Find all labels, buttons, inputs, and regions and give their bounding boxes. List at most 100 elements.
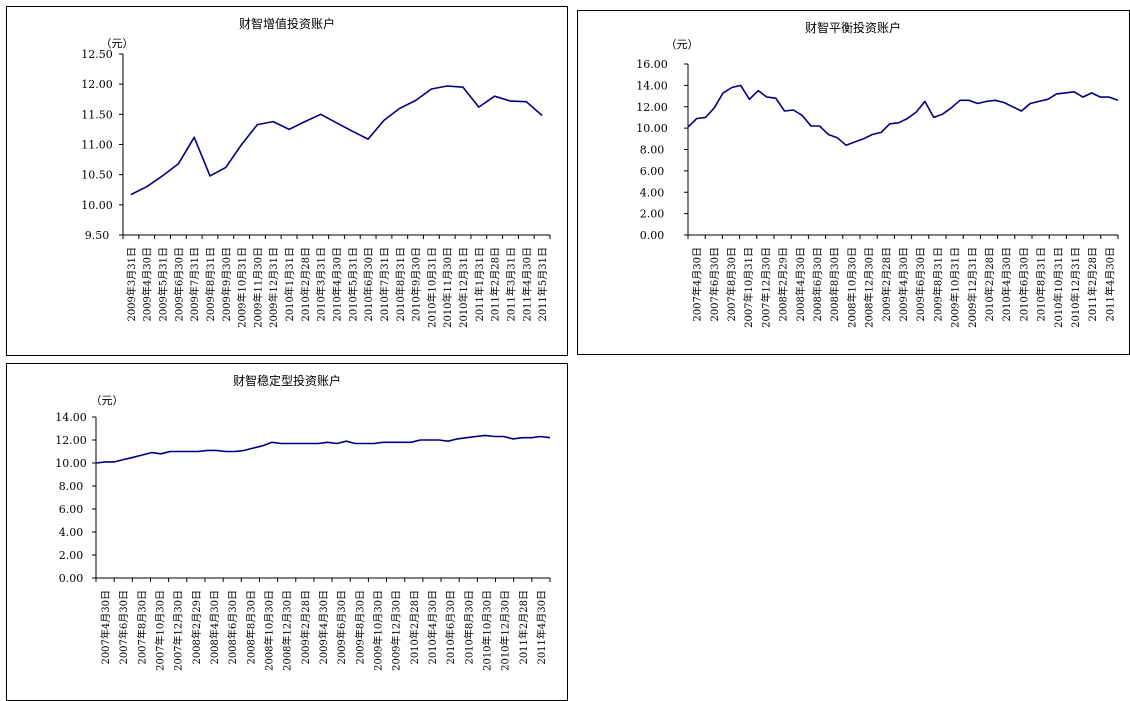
- x-tick-label: 2010年12月31日: [457, 247, 470, 328]
- x-tick-label: 2008年4月30日: [794, 247, 807, 322]
- x-tick-label: 2008年10月30日: [263, 590, 276, 671]
- unit-label: （元）: [101, 37, 134, 50]
- x-tick-label: 2011年2月28日: [489, 247, 502, 322]
- x-tick-label: 2008年10月30日: [845, 247, 858, 328]
- y-tick-label: 10.00: [55, 457, 87, 470]
- x-tick-label: 2008年8月30日: [244, 590, 257, 665]
- y-tick-label: 6.00: [640, 165, 665, 178]
- y-tick-label: 12.00: [55, 434, 87, 447]
- x-tick-label: 2011年1月31日: [473, 247, 486, 322]
- x-tick-label: 2007年12月30日: [759, 247, 772, 328]
- x-tick-label: 2007年8月30日: [725, 247, 738, 322]
- x-tick-label: 2009年10月30日: [371, 590, 384, 671]
- x-tick-label: 2011年4月30日: [1103, 247, 1116, 322]
- x-tick-label: 2010年6月30日: [362, 247, 375, 322]
- y-tick-label: 10.00: [81, 199, 113, 212]
- chart-panel-pingheng: 财智平衡投资账户 （元） 16.00 14.00 12.00 10.00 8.00 6.00 4…: [577, 10, 1130, 355]
- x-tick-label: 2010年10月30日: [480, 590, 493, 671]
- chart-pingheng: 财智平衡投资账户 （元） 16.00 14.00 12.00 10.00 8.00 6.00 4…: [636, 20, 1119, 328]
- x-tick-label: 2007年6月30日: [708, 247, 721, 322]
- x-tick-label: 2010年9月30日: [410, 247, 423, 322]
- y-tick-label: 9.50: [85, 229, 110, 242]
- chart-title: 财智平衡投资账户: [805, 20, 901, 35]
- y-tick-label: 12.50: [81, 48, 113, 61]
- x-tick-label: 2009年9月30日: [220, 247, 233, 322]
- x-tick-label: 2007年12月30日: [172, 590, 185, 671]
- x-tick-label: 2009年12月31日: [966, 247, 979, 328]
- y-tick-label: 2.00: [59, 549, 84, 562]
- chart-panel-zengzhi: 财智增值投资账户 （元） 12.50 12.00 11.50 11.00 10.50 10.0…: [6, 6, 568, 356]
- y-tick-label: 6.00: [59, 503, 84, 516]
- x-tick-label: 2009年2月28日: [299, 590, 312, 665]
- x-tick-label: 2008年12月30日: [281, 590, 294, 671]
- y-tick-label: 0.00: [59, 572, 84, 585]
- x-tick-label: 2011年5月31日: [536, 247, 549, 322]
- x-tick-label: 2009年8月31日: [204, 247, 217, 322]
- x-tick-label: 2007年10月30日: [154, 590, 167, 671]
- x-tick-label: 2008年12月30日: [863, 247, 876, 328]
- x-tick-label: 2008年2月29日: [190, 590, 203, 665]
- x-tick-label: 2010年6月30日: [444, 590, 457, 665]
- x-tick-label: 2009年10月31日: [949, 247, 962, 328]
- x-tick-label: 2011年2月28日: [1086, 247, 1099, 322]
- chart-wending: 财智稳定型投资账户 （元） 14.00 12.00 10.00 8.00 6.00 4.00 2…: [55, 373, 551, 671]
- x-tick-label: 2009年7月31日: [188, 247, 201, 322]
- y-tick-label: 10.00: [636, 122, 668, 135]
- x-tick-label: 2009年5月31日: [157, 247, 170, 322]
- y-tick-label: 8.00: [640, 144, 665, 157]
- x-tick-label: 2008年6月30日: [226, 590, 239, 665]
- x-tick-label: 2010年7月31日: [378, 247, 391, 322]
- x-tick-label: 2009年10月31日: [236, 247, 249, 328]
- x-tick-label: 2010年2月28日: [983, 247, 996, 322]
- y-tick-label: 11.50: [81, 108, 113, 121]
- x-tick-label: 2009年2月28日: [880, 247, 893, 322]
- x-tick-label: 2008年8月30日: [828, 247, 841, 322]
- x-tick-label: 2010年4月30日: [426, 590, 439, 665]
- x-tick-label: 2008年2月29日: [777, 247, 790, 322]
- chart-title: 财智增值投资账户: [239, 16, 335, 31]
- x-tick-label: 2010年12月31日: [1069, 247, 1082, 328]
- chart-title: 财智稳定型投资账户: [233, 373, 341, 388]
- series-line: [687, 84, 1119, 146]
- x-tick-label: 2011年4月30日: [535, 590, 548, 665]
- series-line: [95, 434, 551, 464]
- y-tick-label: 8.00: [59, 480, 84, 493]
- x-tick-label: 2010年4月30日: [331, 247, 344, 322]
- x-tick-label: 2007年6月30日: [117, 590, 130, 665]
- x-tick-label: 2010年8月31日: [394, 247, 407, 322]
- x-tick-label: 2010年2月28日: [408, 590, 421, 665]
- y-tick-label: 14.00: [55, 411, 87, 424]
- x-tick-label: 2010年3月31日: [315, 247, 328, 322]
- x-tick-label: 2007年4月30日: [691, 247, 704, 322]
- x-tick-label: 2007年4月30日: [99, 590, 112, 665]
- y-tick-label: 2.00: [640, 208, 665, 221]
- x-tick-label: 2009年11月30日: [251, 247, 264, 328]
- y-tick-label: 0.00: [640, 229, 665, 242]
- y-tick-label: 4.00: [640, 186, 665, 199]
- unit-label: （元）: [91, 394, 124, 407]
- x-tick-label: 2010年4月30日: [1000, 247, 1013, 322]
- x-tick-label: 2011年2月28日: [517, 590, 530, 665]
- x-tick-label: 2009年12月31日: [267, 247, 280, 328]
- x-tick-label: 2010年12月30日: [499, 590, 512, 671]
- y-tick-label: 16.00: [636, 58, 668, 71]
- x-tick-label: 2010年10月31日: [425, 247, 438, 328]
- x-tick-label: 2007年10月31日: [742, 247, 755, 328]
- x-tick-label: 2009年6月30日: [335, 590, 348, 665]
- x-tick-label: 2010年8月31日: [1035, 247, 1048, 322]
- y-tick-label: 4.00: [59, 526, 84, 539]
- x-tick-label: 2010年11月30日: [441, 247, 454, 328]
- x-tick-label: 2008年6月30日: [811, 247, 824, 322]
- x-tick-label: 2009年4月30日: [897, 247, 910, 322]
- x-tick-label: 2011年3月31日: [504, 247, 517, 322]
- x-tick-label: 2010年6月30日: [1017, 247, 1030, 322]
- x-tick-label: 2010年5月31日: [346, 247, 359, 322]
- x-tick-label: 2009年6月30日: [172, 247, 185, 322]
- series-line: [130, 85, 543, 196]
- unit-label: （元）: [666, 38, 699, 51]
- x-tick-label: 2009年12月30日: [390, 590, 403, 671]
- y-tick-label: 12.00: [81, 78, 113, 91]
- x-tick-label: 2010年2月28日: [299, 247, 312, 322]
- x-tick-label: 2009年4月30日: [317, 590, 330, 665]
- x-tick-label: 2010年10月31日: [1052, 247, 1065, 328]
